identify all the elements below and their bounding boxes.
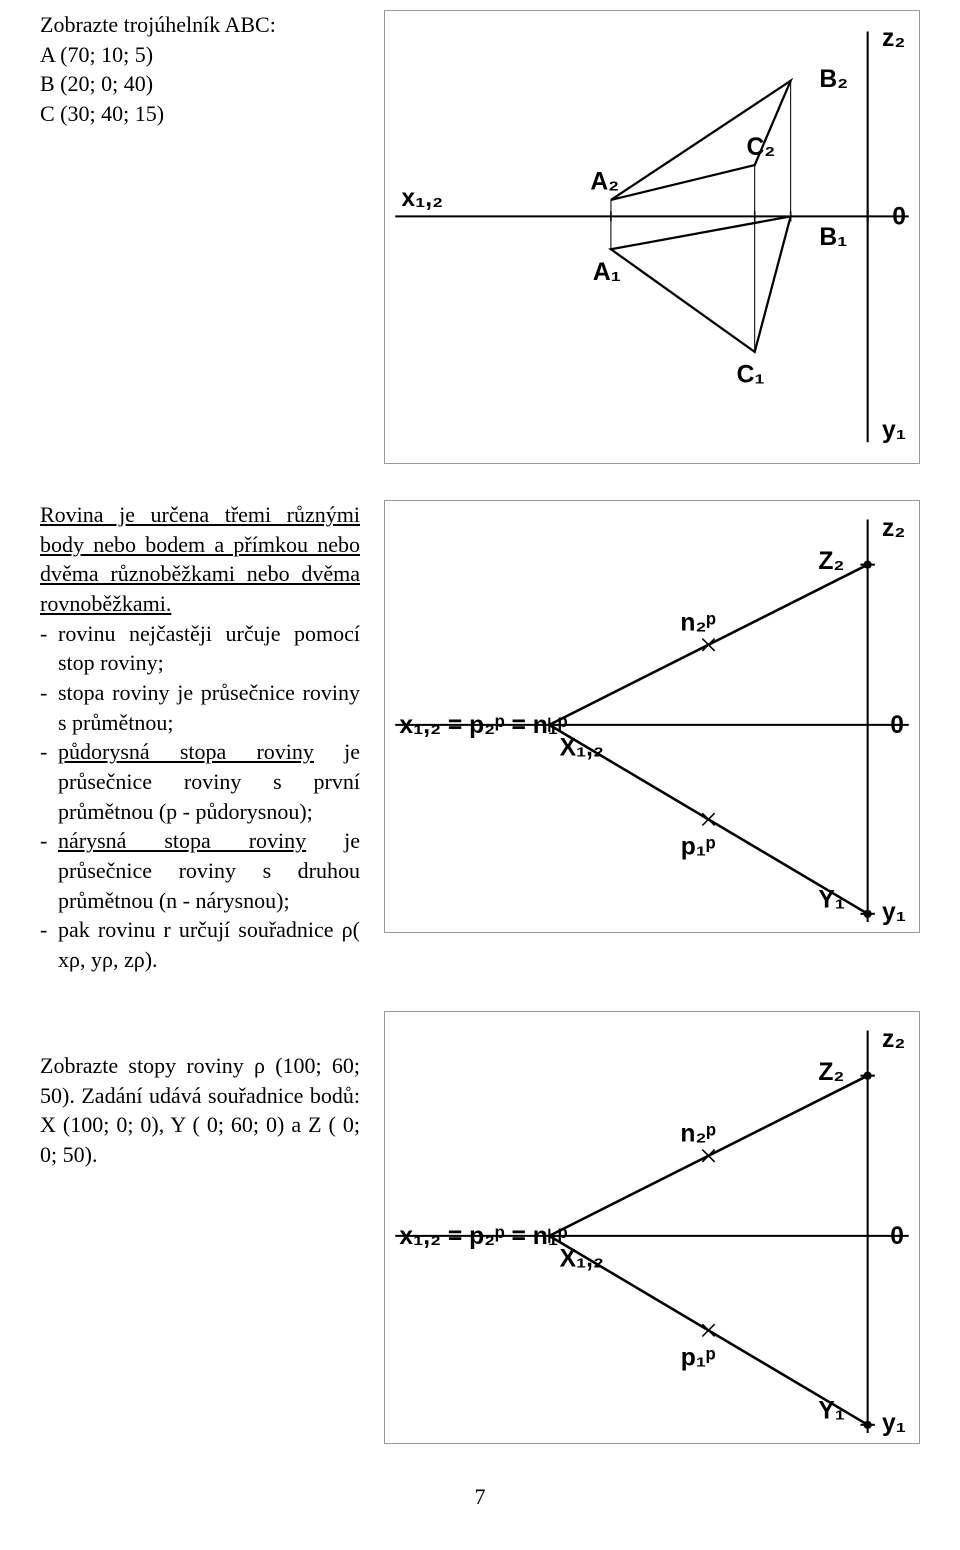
page-number: 7 bbox=[40, 1484, 920, 1510]
b2-li4: nárysná stopa roviny je průsečnice rovin… bbox=[40, 826, 360, 915]
svg-text:0: 0 bbox=[890, 1223, 904, 1250]
b2-li5: pak rovinu r určují souřadnice ρ( xρ, yρ… bbox=[40, 915, 360, 974]
svg-text:X₁,₂: X₁,₂ bbox=[560, 1246, 604, 1273]
svg-text:0: 0 bbox=[890, 712, 904, 739]
b2-li1: rovinu nejčastěji určuje pomocí stop rov… bbox=[40, 619, 360, 678]
svg-text:p₁ᵖ: p₁ᵖ bbox=[681, 1344, 716, 1371]
svg-text:A₁: A₁ bbox=[593, 259, 621, 286]
svg-text:z₂: z₂ bbox=[882, 1026, 905, 1053]
svg-text:x₁,₂ = p₂ᵖ = n₁ᵖ: x₁,₂ = p₂ᵖ = n₁ᵖ bbox=[399, 712, 568, 739]
svg-text:A₂: A₂ bbox=[590, 169, 619, 196]
figure-3-frame: 0 z₂ y₁ x₁,₂ = p₂ᵖ = n₁ᵖX₁,₂ n₂ᵖ p₁ᵖ Z₂ Y₁ bbox=[384, 1011, 920, 1444]
b1-b: B (20; 0; 40) bbox=[40, 69, 360, 99]
b2-intro: Rovina je určena třemi různými body nebo… bbox=[40, 500, 360, 619]
svg-text:x₁,₂ = p₂ᵖ = n₁ᵖ: x₁,₂ = p₂ᵖ = n₁ᵖ bbox=[399, 1223, 568, 1250]
b2-li4-u: nárysná stopa roviny bbox=[58, 828, 306, 853]
svg-text:Z₂: Z₂ bbox=[818, 1059, 844, 1086]
block-3: Zobrazte stopy roviny ρ (100; 60; 50). Z… bbox=[40, 1011, 920, 1444]
block2-figure: 0 z₂ y₁ x₁,₂ = p₂ᵖ = n₁ᵖX₁,₂ n₂ᵖ p₁ᵖ Z₂ Y₁ bbox=[384, 500, 920, 975]
b2-li2: stopa roviny je průsečnice roviny s prům… bbox=[40, 678, 360, 737]
svg-text:0: 0 bbox=[892, 204, 906, 231]
svg-text:B₁: B₁ bbox=[819, 224, 847, 251]
b1-c: C (30; 40; 15) bbox=[40, 99, 360, 129]
block1-figure: 0 z₂ y₁ x₁,₂ A₂ C₂ B₂ B₁ A₁ C₁ bbox=[384, 10, 920, 464]
b2-li3: půdorysná stopa roviny je průsečnice rov… bbox=[40, 737, 360, 826]
b2-li3-u: půdorysná stopa roviny bbox=[58, 739, 314, 764]
svg-text:Y₁: Y₁ bbox=[818, 1397, 845, 1424]
figure-2-frame: 0 z₂ y₁ x₁,₂ = p₂ᵖ = n₁ᵖX₁,₂ n₂ᵖ p₁ᵖ Z₂ Y₁ bbox=[384, 500, 920, 933]
b1-title: Zobrazte trojúhelník ABC: bbox=[40, 10, 360, 40]
svg-text:Y₁: Y₁ bbox=[818, 886, 845, 913]
svg-text:n₂ᵖ: n₂ᵖ bbox=[680, 609, 716, 636]
b2-list: rovinu nejčastěji určuje pomocí stop rov… bbox=[40, 619, 360, 975]
figure-1-frame: 0 z₂ y₁ x₁,₂ A₂ C₂ B₂ B₁ A₁ C₁ bbox=[384, 10, 920, 464]
b1-a: A (70; 10; 5) bbox=[40, 40, 360, 70]
svg-text:Z₂: Z₂ bbox=[818, 548, 844, 575]
svg-text:y₁: y₁ bbox=[882, 899, 906, 926]
svg-text:z₂: z₂ bbox=[882, 25, 905, 52]
block-2: Rovina je určena třemi různými body nebo… bbox=[40, 500, 920, 975]
svg-text:n₂ᵖ: n₂ᵖ bbox=[680, 1120, 716, 1147]
svg-text:C₁: C₁ bbox=[737, 362, 765, 389]
figure-3-svg: 0 z₂ y₁ x₁,₂ = p₂ᵖ = n₁ᵖX₁,₂ n₂ᵖ p₁ᵖ Z₂ Y₁ bbox=[385, 1012, 919, 1443]
block1-text: Zobrazte trojúhelník ABC: A (70; 10; 5) … bbox=[40, 10, 360, 464]
svg-text:C₂: C₂ bbox=[746, 134, 775, 161]
svg-text:y₁: y₁ bbox=[882, 1410, 906, 1437]
svg-text:x₁,₂: x₁,₂ bbox=[401, 185, 443, 212]
block3-figure: 0 z₂ y₁ x₁,₂ = p₂ᵖ = n₁ᵖX₁,₂ n₂ᵖ p₁ᵖ Z₂ Y₁ bbox=[384, 1011, 920, 1444]
svg-text:y₁: y₁ bbox=[882, 417, 906, 444]
svg-text:p₁ᵖ: p₁ᵖ bbox=[681, 833, 716, 860]
svg-text:X₁,₂: X₁,₂ bbox=[560, 735, 604, 762]
figure-2-svg: 0 z₂ y₁ x₁,₂ = p₂ᵖ = n₁ᵖX₁,₂ n₂ᵖ p₁ᵖ Z₂ Y₁ bbox=[385, 501, 919, 932]
block2-text: Rovina je určena třemi různými body nebo… bbox=[40, 500, 360, 975]
block-1: Zobrazte trojúhelník ABC: A (70; 10; 5) … bbox=[40, 10, 920, 464]
b2-intro-u: Rovina je určena třemi různými body nebo… bbox=[40, 502, 360, 616]
b3-p: Zobrazte stopy roviny ρ (100; 60; 50). Z… bbox=[40, 1051, 360, 1170]
svg-text:z₂: z₂ bbox=[882, 515, 905, 542]
svg-text:B₂: B₂ bbox=[819, 66, 848, 93]
block3-text: Zobrazte stopy roviny ρ (100; 60; 50). Z… bbox=[40, 1011, 360, 1444]
figure-1-svg: 0 z₂ y₁ x₁,₂ A₂ C₂ B₂ B₁ A₁ C₁ bbox=[385, 11, 919, 463]
